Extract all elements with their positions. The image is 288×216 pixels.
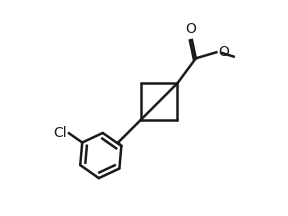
Text: Cl: Cl xyxy=(54,126,67,140)
Text: O: O xyxy=(185,22,196,36)
Text: O: O xyxy=(218,45,229,59)
